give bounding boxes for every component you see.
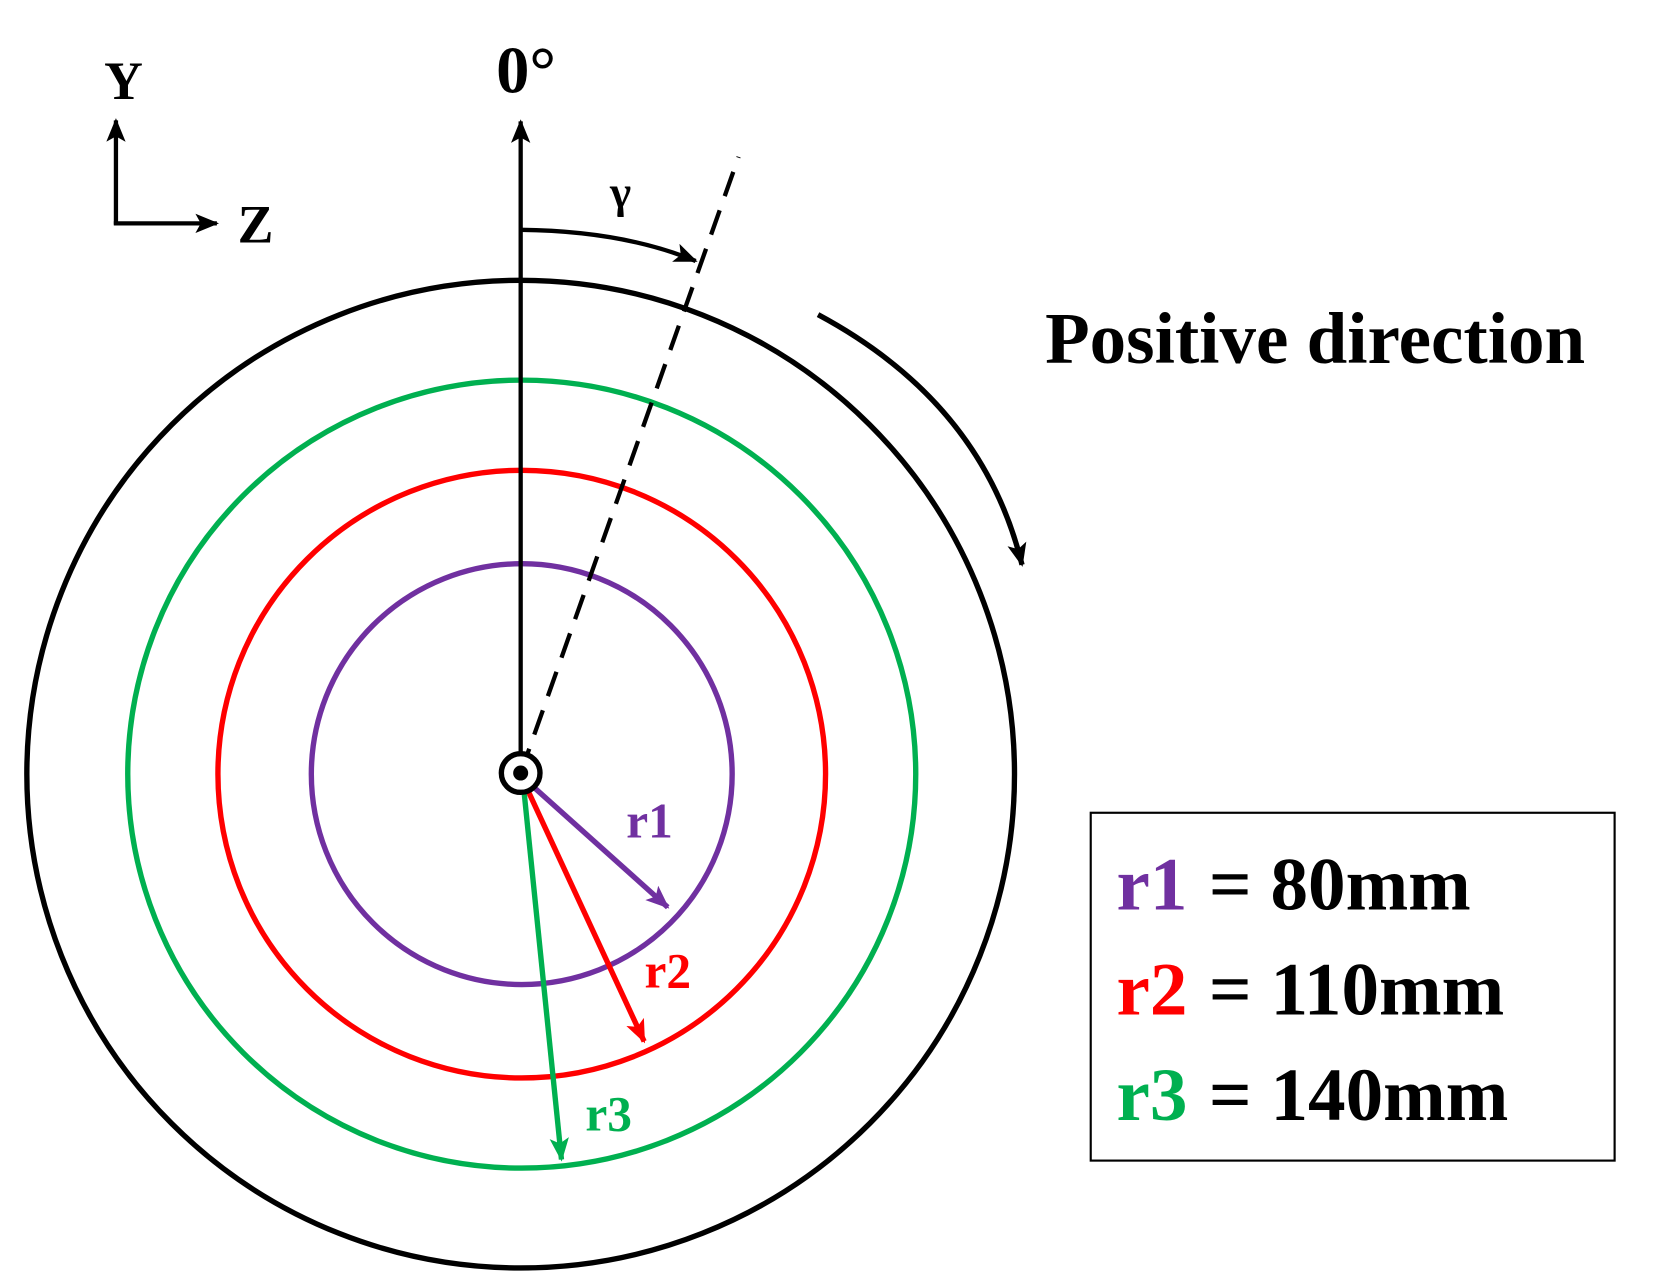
legend-entry: r2 = 110mm [1116, 949, 1504, 1032]
zero-label: 0° [496, 34, 556, 107]
legend-entry: r1 = 80mm [1116, 843, 1470, 926]
z-axis-label: Z [238, 195, 274, 255]
radius-arrow-r2 [520, 778, 647, 1044]
legend-name: r1 [1116, 843, 1187, 926]
legend-name: r3 [1116, 1054, 1187, 1137]
legend-text: = 140mm [1209, 1054, 1508, 1137]
direction-label: Positive direction [1045, 298, 1585, 379]
radius-label: r3 [585, 1087, 632, 1142]
coordinate-axes: Y Z [104, 51, 273, 255]
angle-line [518, 156, 741, 774]
radius-label: r1 [626, 793, 673, 848]
legend-entry: r3 = 140mm [1116, 1054, 1508, 1137]
legend-box [1089, 811, 1616, 1162]
angle-arc [520, 227, 698, 263]
legend-text: = 110mm [1209, 949, 1504, 1032]
center-dot [513, 765, 529, 781]
angle-label: γ [609, 167, 631, 217]
direction-arrow [816, 312, 1027, 567]
y-axis-label: Y [104, 51, 143, 111]
legend: r1 = 80mm r2 = 110mm r3 = 140mm [1089, 811, 1616, 1162]
legend-text: = 80mm [1209, 843, 1471, 926]
radius-arrow-r1 [521, 775, 670, 910]
radius-arrow-r3 [520, 779, 569, 1162]
legend-name: r2 [1116, 949, 1187, 1032]
radius-label: r2 [644, 944, 691, 999]
